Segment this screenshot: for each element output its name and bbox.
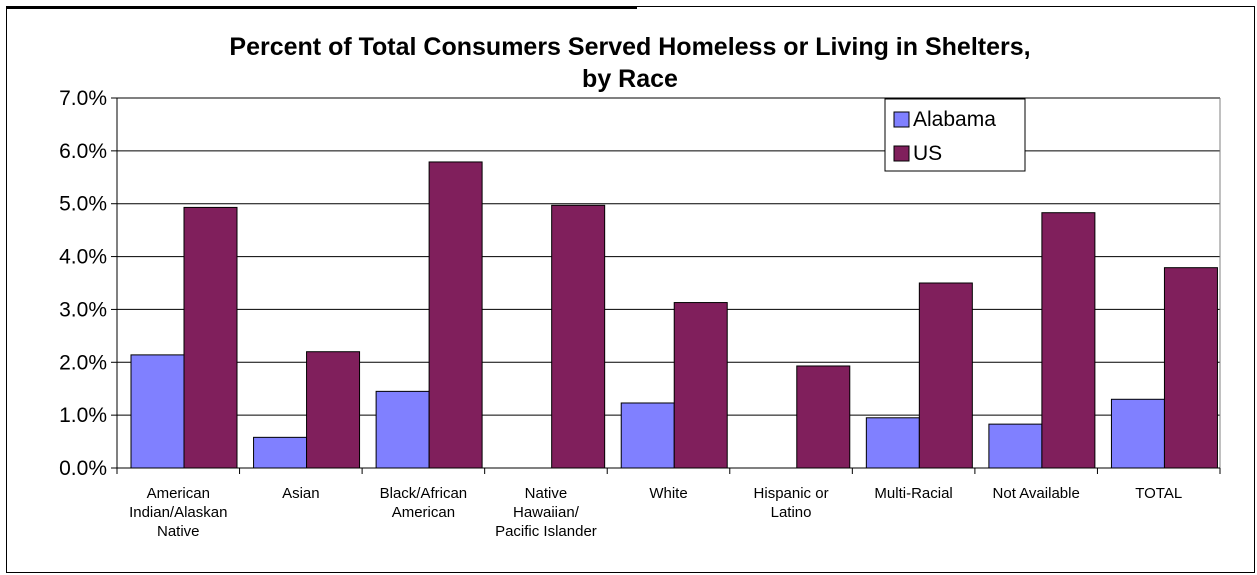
x-tick-label: White: [649, 485, 687, 502]
chart-title: Percent of Total Consumers Served Homele…: [229, 33, 1030, 61]
x-tick-label-line: Indian/Alaskan: [129, 504, 227, 521]
legend-swatch-alabama: [893, 111, 910, 128]
bar-us-7: [1041, 212, 1096, 469]
x-tick-label: American Indian/Alaskan Native: [129, 485, 227, 540]
bar-alabama-6: [865, 417, 920, 469]
legend-swatch-us: [893, 145, 910, 162]
legend-label-alabama: Alabama: [913, 108, 996, 131]
bar-us-6: [918, 282, 973, 469]
bar-alabama-4: [620, 402, 675, 469]
bar-us-4: [673, 302, 728, 469]
x-tick-label-line: Multi-Racial: [874, 485, 952, 502]
x-tick-label-line: Hawaiian/: [513, 504, 580, 521]
x-tick-label-line: Hispanic or: [754, 485, 829, 502]
x-axis-tick-labels: American Indian/Alaskan Native Asian Black/A…: [129, 485, 1182, 540]
x-tick-label: Native Hawaiian/Pacific Islander: [495, 485, 597, 540]
y-tick-label: 4.0%: [59, 246, 107, 269]
bar-us-8: [1163, 267, 1218, 469]
bar-us-5: [796, 365, 851, 469]
x-tick-label-line: Black/African: [380, 485, 468, 502]
y-tick-label: 7.0%: [59, 87, 107, 110]
bar-us-0: [183, 206, 238, 469]
bar-alabama-1: [253, 436, 308, 469]
chart: Percent of Total Consumers Served Homele…: [59, 33, 1221, 540]
x-tick-label: Hispanic or Latino: [754, 485, 829, 521]
bar-alabama-2: [375, 390, 430, 469]
chart-frame: Percent of Total Consumers Served Homele…: [6, 6, 1255, 573]
x-tick-label-line: TOTAL: [1135, 485, 1182, 502]
legend-label-us: US: [913, 142, 942, 165]
x-tick-label-line: Native: [525, 485, 568, 502]
x-tick-label: Multi-Racial: [874, 485, 952, 502]
x-tick-label-line: American: [147, 485, 210, 502]
bar-alabama-8: [1110, 398, 1165, 469]
bar-us-1: [306, 351, 361, 469]
axes: [111, 97, 1221, 474]
x-tick-label: Black/African American: [380, 485, 468, 521]
x-tick-label: Asian: [282, 485, 320, 502]
x-tick-label: TOTAL: [1135, 485, 1182, 502]
x-tick-label-line: Native: [157, 523, 200, 540]
bars: [130, 161, 1218, 469]
x-tick-label-line: Asian: [282, 485, 320, 502]
x-tick-label: Not Available: [993, 485, 1080, 502]
y-tick-label: 6.0%: [59, 140, 107, 163]
y-axis-tick-labels: 0.0% 1.0% 2.0% 3.0% 4.0% 5.0% 6.0% 7.0%: [59, 87, 107, 480]
top-border-rule: [7, 7, 637, 9]
y-tick-label: 2.0%: [59, 351, 107, 374]
y-tick-label: 3.0%: [59, 298, 107, 321]
bar-us-2: [428, 161, 483, 469]
x-tick-label-line: Not Available: [993, 485, 1080, 502]
x-tick-label-line: White: [649, 485, 687, 502]
x-tick-label-line: Pacific Islander: [495, 523, 597, 540]
legend: Alabama US: [884, 98, 1026, 172]
bar-us-3: [551, 204, 606, 469]
y-tick-label: 1.0%: [59, 404, 107, 427]
chart-subtitle: by Race: [582, 65, 678, 93]
bar-alabama-7: [988, 423, 1043, 469]
x-tick-label-line: Latino: [771, 504, 812, 521]
y-tick-label: 0.0%: [59, 457, 107, 480]
gridlines: [117, 97, 1220, 416]
bar-alabama-0: [130, 354, 185, 469]
x-tick-label-line: American: [392, 504, 455, 521]
y-tick-label: 5.0%: [59, 193, 107, 216]
